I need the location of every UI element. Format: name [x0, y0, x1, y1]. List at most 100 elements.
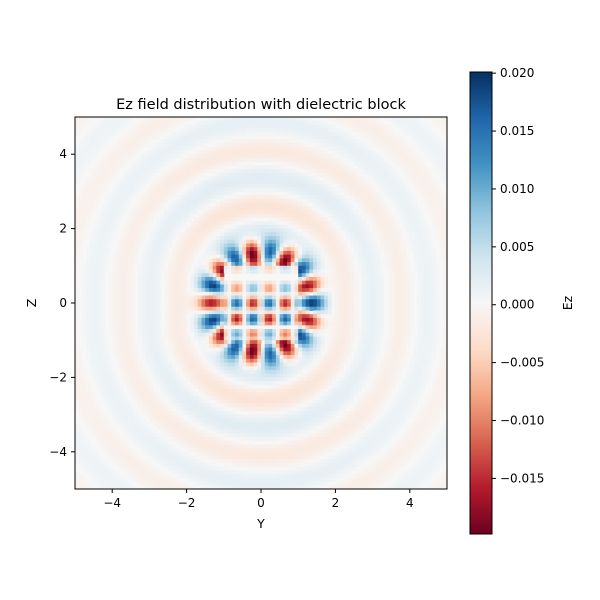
heatmap-cell	[279, 169, 284, 174]
heatmap-cell	[123, 236, 128, 241]
heatmap-cell	[357, 150, 362, 155]
heatmap-cell	[428, 139, 433, 144]
heatmap-cell	[413, 232, 418, 237]
heatmap-cell	[268, 198, 273, 204]
heatmap-cell	[171, 154, 176, 159]
heatmap-cell	[234, 202, 240, 207]
heatmap-cell	[246, 228, 251, 233]
heatmap-cell	[368, 146, 374, 151]
heatmap-cell	[387, 265, 392, 271]
heatmap-cell	[380, 183, 385, 189]
heatmap-cell	[138, 187, 143, 192]
heatmap-cell	[365, 202, 370, 207]
heatmap-cell	[93, 128, 98, 133]
heatmap-cell	[305, 128, 310, 133]
heatmap-cell	[201, 131, 206, 137]
heatmap-cell	[320, 198, 325, 204]
heatmap-cell	[112, 258, 117, 263]
heatmap-cell	[272, 146, 277, 151]
heatmap-cell	[89, 139, 95, 144]
heatmap-cell	[261, 236, 266, 241]
heatmap-cell	[409, 165, 415, 170]
heatmap-cell	[283, 217, 288, 222]
heatmap-cell	[138, 198, 143, 204]
heatmap-cell	[294, 284, 299, 289]
heatmap-cell	[283, 213, 288, 218]
heatmap-cell	[350, 291, 355, 297]
heatmap-cell	[275, 221, 281, 226]
heatmap-cell	[327, 236, 333, 241]
heatmap-cell	[339, 217, 344, 222]
heatmap-cell	[443, 146, 447, 151]
heatmap-cell	[298, 198, 303, 204]
heatmap-cell	[115, 243, 121, 248]
heatmap-cell	[101, 157, 106, 163]
heatmap-cell	[104, 228, 109, 233]
heatmap-cell	[186, 210, 191, 215]
heatmap-cell	[160, 265, 165, 271]
heatmap-cell	[160, 150, 165, 155]
heatmap-cell	[316, 303, 322, 308]
heatmap-cell	[261, 265, 266, 271]
heatmap-cell	[439, 243, 444, 248]
heatmap-cell	[97, 157, 102, 163]
heatmap-cell	[149, 273, 154, 278]
heatmap-cell	[153, 243, 158, 248]
heatmap-cell	[413, 273, 418, 278]
heatmap-cell	[335, 180, 340, 185]
heatmap-cell	[156, 195, 162, 200]
heatmap-cell	[208, 232, 214, 237]
heatmap-cell	[182, 314, 188, 319]
heatmap-cell	[428, 265, 433, 271]
heatmap-cell	[365, 131, 370, 137]
heatmap-cell	[272, 310, 277, 315]
heatmap-cell	[130, 295, 136, 300]
heatmap-cell	[197, 232, 202, 237]
heatmap-cell	[119, 161, 124, 166]
heatmap-cell	[342, 250, 348, 256]
heatmap-cell	[246, 306, 251, 311]
heatmap-cell	[246, 198, 251, 204]
heatmap-cell	[327, 124, 333, 129]
heatmap-cell	[398, 291, 403, 297]
heatmap-cell	[205, 195, 210, 200]
heatmap-cell	[145, 276, 150, 282]
heatmap-cell	[75, 247, 80, 252]
heatmap-cell	[108, 154, 113, 159]
heatmap-cell	[119, 187, 124, 192]
heatmap-cell	[287, 232, 292, 237]
heatmap-cell	[428, 210, 433, 215]
heatmap-cell	[253, 303, 258, 308]
heatmap-cell	[82, 202, 87, 207]
heatmap-cell	[275, 269, 281, 274]
heatmap-cell	[75, 131, 80, 137]
heatmap-cell	[305, 202, 310, 207]
heatmap-cell	[365, 128, 370, 133]
heatmap-cell	[186, 314, 191, 319]
heatmap-cell	[234, 247, 240, 252]
heatmap-cell	[75, 239, 80, 244]
heatmap-cell	[357, 221, 362, 226]
heatmap-cell	[249, 183, 255, 189]
heatmap-cell	[231, 224, 236, 230]
heatmap-cell	[149, 288, 154, 293]
heatmap-cell	[231, 295, 236, 300]
heatmap-cell	[97, 169, 102, 174]
heatmap-cell	[93, 124, 98, 129]
heatmap-cell	[101, 128, 106, 133]
heatmap-cell	[391, 276, 396, 282]
heatmap-cell	[290, 221, 295, 226]
heatmap-cell	[249, 206, 255, 211]
heatmap-cell	[223, 239, 229, 244]
heatmap-cell	[153, 146, 158, 151]
heatmap-cell	[253, 139, 258, 144]
heatmap-cell	[324, 228, 329, 233]
heatmap-cell	[305, 269, 310, 274]
heatmap-cell	[368, 247, 374, 252]
heatmap-cell	[153, 265, 158, 271]
heatmap-cell	[182, 310, 188, 315]
heatmap-cell	[201, 169, 206, 174]
heatmap-cell	[283, 146, 288, 151]
heatmap-cell	[257, 202, 262, 207]
heatmap-cell	[383, 131, 388, 137]
